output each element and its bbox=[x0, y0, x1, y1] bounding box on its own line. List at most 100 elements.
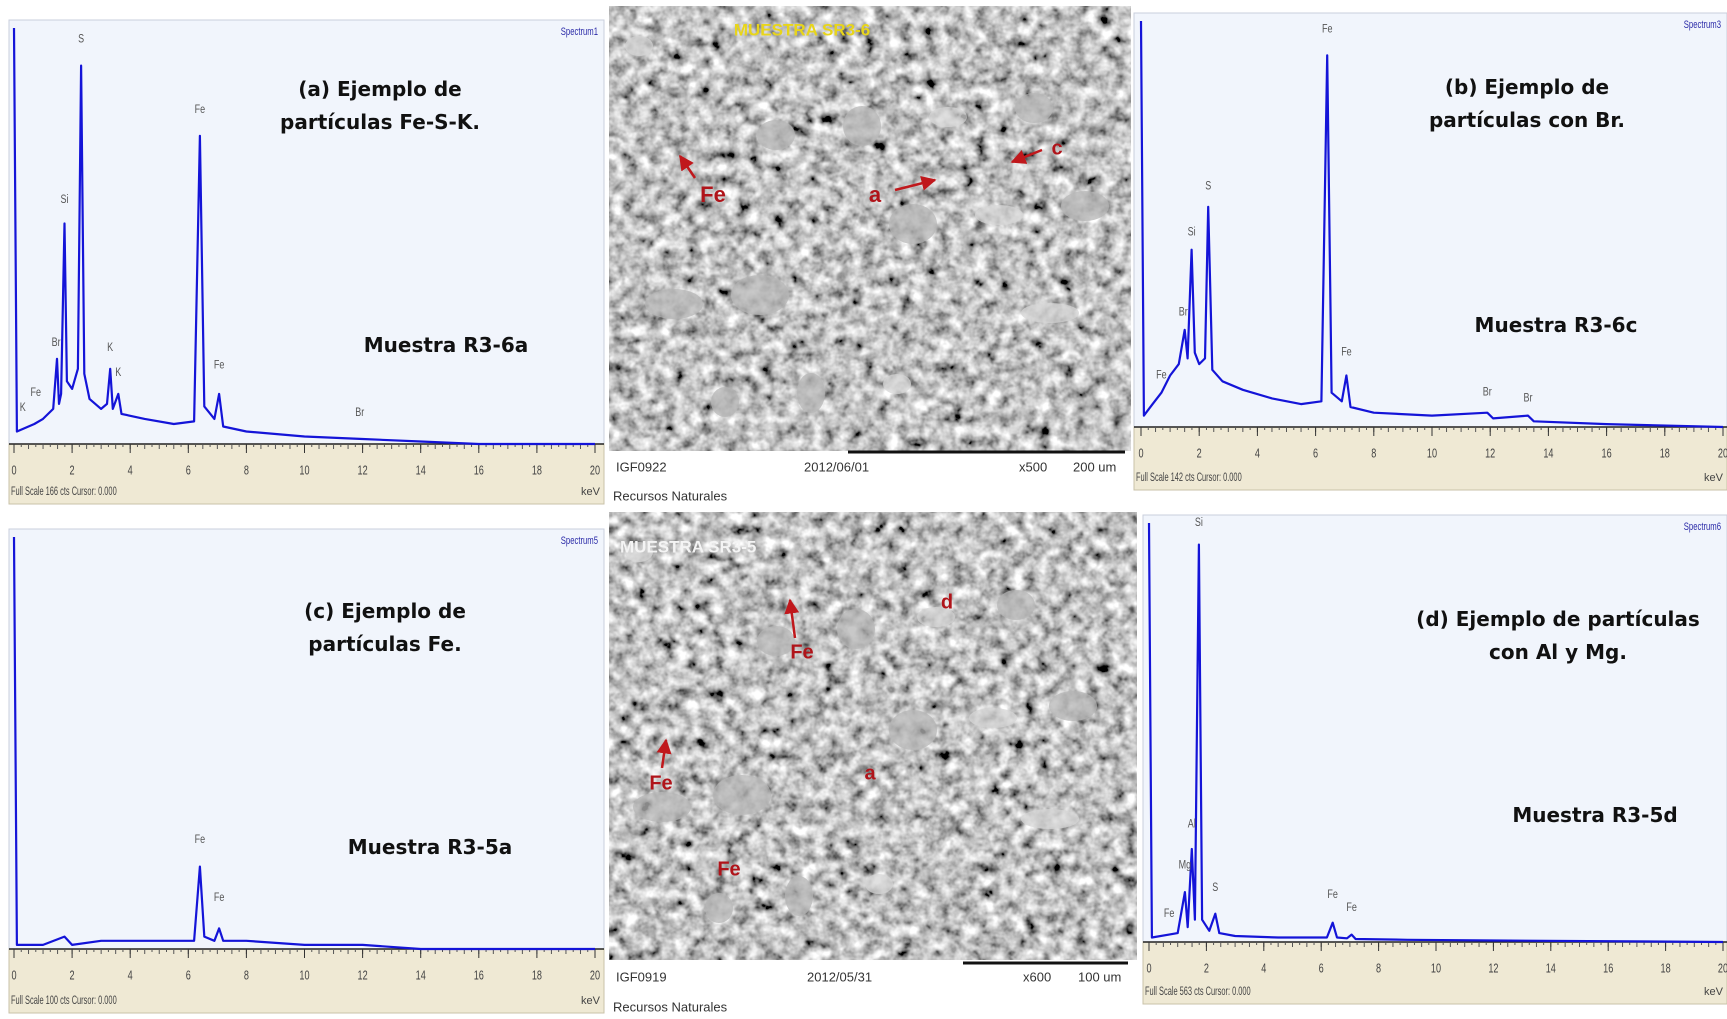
peak-label: Fe bbox=[1156, 368, 1167, 382]
spectrum-line bbox=[1147, 522, 1724, 944]
x-tick-label: 8 bbox=[244, 464, 249, 478]
particle bbox=[1061, 191, 1109, 221]
footer-text: Full Scale 563 cts Cursor: 0.000 bbox=[1145, 986, 1251, 999]
peak-label: Fe bbox=[31, 386, 42, 400]
spectrum-label: Spectrum1 bbox=[561, 26, 598, 39]
x-tick-label: 20 bbox=[1718, 962, 1727, 976]
particle bbox=[713, 775, 771, 815]
plot-area bbox=[1133, 12, 1727, 428]
x-tick-label: 2 bbox=[70, 969, 75, 983]
peak-label: S bbox=[78, 33, 84, 47]
x-unit: keV bbox=[1704, 986, 1724, 998]
particle bbox=[757, 120, 795, 150]
particle bbox=[969, 708, 1017, 728]
particle bbox=[929, 107, 967, 127]
particle-label: Fe bbox=[790, 641, 813, 663]
peak-label: Si bbox=[1188, 225, 1196, 239]
x-tick-label: 8 bbox=[1371, 447, 1376, 461]
particle bbox=[645, 289, 703, 319]
particle bbox=[843, 106, 881, 146]
panel-title: (b) Ejemplo de partículas con Br. bbox=[1428, 75, 1626, 132]
particle bbox=[625, 36, 653, 56]
x-tick-label: 16 bbox=[474, 464, 484, 478]
particle bbox=[889, 204, 937, 244]
image-code: IGF0919 bbox=[616, 969, 667, 984]
peak-label: Fe bbox=[1322, 22, 1333, 36]
peak-label: Br bbox=[355, 406, 364, 420]
peak-label: K bbox=[20, 401, 26, 415]
panel-title: (d) Ejemplo de partículas con Al y Mg. bbox=[1416, 607, 1700, 664]
arrow bbox=[656, 738, 672, 769]
particle bbox=[1021, 303, 1079, 323]
x-tick-label: 0 bbox=[11, 969, 16, 983]
peak-label: Si bbox=[61, 193, 69, 207]
peak-label: Fe bbox=[214, 358, 225, 372]
particle bbox=[1021, 809, 1079, 829]
particle-label: a bbox=[869, 182, 882, 207]
peak-label: Si bbox=[1195, 516, 1203, 530]
x-tick-label: 8 bbox=[244, 969, 249, 983]
x-tick-label: 0 bbox=[11, 464, 16, 478]
sample-label: Muestra R3-6c bbox=[1474, 313, 1638, 337]
panel-title: (a) Ejemplo de partículas Fe-S-K. bbox=[280, 77, 480, 134]
x-tick-label: 8 bbox=[1376, 962, 1381, 976]
x-tick-label: 6 bbox=[1319, 962, 1324, 976]
magnification: x500 bbox=[1019, 459, 1047, 474]
x-tick-label: 0 bbox=[1146, 962, 1151, 976]
x-unit: keV bbox=[1704, 472, 1724, 484]
arrow bbox=[1010, 148, 1043, 164]
footer-strip bbox=[1142, 941, 1727, 1005]
particle bbox=[975, 205, 1023, 225]
peak-label: S bbox=[1205, 180, 1211, 194]
x-tick-label: 6 bbox=[1313, 447, 1318, 461]
particle bbox=[625, 542, 653, 562]
footer-strip bbox=[1133, 426, 1727, 491]
arrow bbox=[784, 598, 800, 639]
x-tick-label: 10 bbox=[1427, 447, 1437, 461]
plot-area bbox=[1142, 514, 1727, 943]
x-tick-label: 16 bbox=[1603, 962, 1613, 976]
x-tick-label: 2 bbox=[1197, 447, 1202, 461]
x-tick-label: 12 bbox=[1485, 447, 1495, 461]
particle-label: c bbox=[1051, 137, 1062, 159]
panel-title: (c) Ejemplo de partículas Fe. bbox=[304, 599, 466, 656]
footer-text: Full Scale 100 cts Cursor: 0.000 bbox=[11, 995, 117, 1008]
peak-label: Fe bbox=[1327, 888, 1338, 902]
peak-label: S bbox=[1212, 881, 1218, 895]
x-tick-label: 6 bbox=[186, 464, 191, 478]
particle bbox=[883, 374, 911, 394]
x-tick-label: 16 bbox=[1602, 447, 1612, 461]
x-tick-label: 2 bbox=[70, 464, 75, 478]
institution: Recursos Naturales bbox=[613, 488, 728, 503]
spectrum-label: Spectrum5 bbox=[561, 535, 598, 548]
particle bbox=[917, 607, 955, 627]
peak-label: Mg bbox=[1179, 858, 1192, 872]
scale-label: 200 um bbox=[1073, 459, 1116, 474]
particle bbox=[797, 373, 825, 413]
arrow bbox=[678, 154, 697, 179]
plot-area bbox=[8, 19, 605, 445]
micrograph-title: MUESTRA SR3-6 bbox=[734, 20, 870, 39]
particle bbox=[889, 710, 937, 750]
particle bbox=[785, 876, 813, 916]
micrograph-title: MUESTRA SR3-5 bbox=[620, 537, 756, 556]
peak-label: Al bbox=[1188, 817, 1196, 831]
particle-label: Fe bbox=[649, 772, 672, 794]
particle bbox=[865, 874, 893, 894]
particle-label: Fe bbox=[700, 182, 726, 207]
spectrum-line bbox=[12, 27, 595, 446]
x-tick-label: 10 bbox=[299, 969, 309, 983]
sample-label: Muestra R3-5d bbox=[1512, 803, 1678, 827]
spectrum-line bbox=[12, 536, 595, 951]
peak-label: Fe bbox=[1164, 907, 1175, 921]
particle bbox=[757, 626, 795, 656]
x-unit: keV bbox=[581, 486, 601, 498]
sample-label: Muestra R3-5a bbox=[347, 835, 513, 859]
spectrum-line bbox=[1139, 20, 1724, 429]
particle bbox=[997, 590, 1035, 620]
footer-text: Full Scale 166 cts Cursor: 0.000 bbox=[11, 486, 117, 499]
particle-label: a bbox=[864, 762, 876, 784]
x-tick-label: 6 bbox=[186, 969, 191, 983]
peak-label: K bbox=[107, 341, 113, 355]
